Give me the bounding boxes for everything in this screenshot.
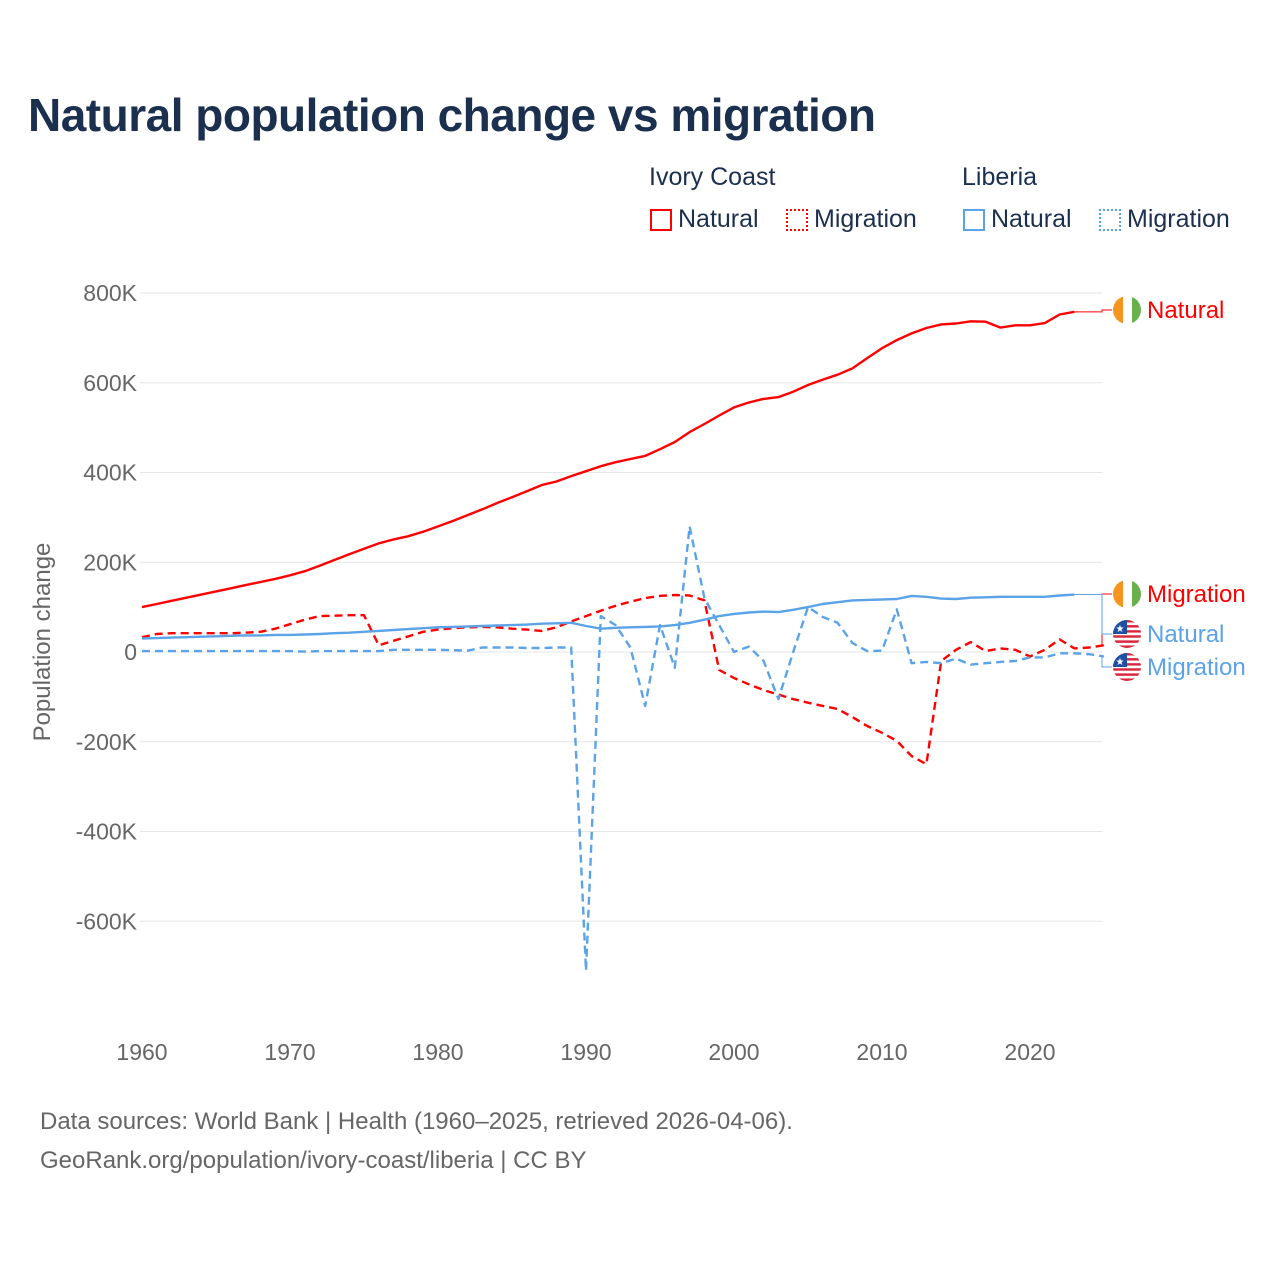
legend-group-ivory-coast: Ivory Coast (649, 163, 776, 191)
legend-label: Migration (1127, 205, 1230, 233)
x-tick-label: 2020 (1004, 1039, 1055, 1065)
legend-ivory-coast-migration[interactable]: Migration (786, 205, 917, 234)
source-note: Data sources: World Bank | Health (1960–… (40, 1108, 793, 1135)
y-tick-label: 200K (83, 549, 137, 575)
x-tick-label: 1970 (264, 1039, 315, 1065)
legend-label: Natural (678, 205, 759, 233)
dotted-line-swatch-icon (786, 208, 808, 231)
label-connector (1074, 594, 1112, 635)
label-connector (1101, 593, 1112, 646)
y-axis-label: Population change (29, 543, 56, 742)
label-connector (1101, 655, 1112, 668)
legend-label: Natural (991, 205, 1072, 233)
solid-line-swatch-icon (650, 208, 672, 231)
chart-title: Natural population change vs migration (28, 89, 876, 141)
series-line-liberia-natural[interactable] (141, 593, 1075, 640)
y-tick-label: -400K (76, 819, 138, 845)
end-label: Migration (1147, 581, 1246, 608)
legend-ivory-coast-natural[interactable]: Natural (650, 205, 759, 234)
svg-text:★: ★ (1116, 657, 1125, 668)
y-tick-label: 800K (83, 280, 137, 306)
y-tick-label: 0 (124, 639, 137, 665)
x-tick-label: 1990 (560, 1039, 611, 1065)
x-tick-label: 2010 (856, 1039, 907, 1065)
y-tick-label: -200K (76, 729, 138, 755)
legend-liberia-natural[interactable]: Natural (963, 205, 1072, 234)
y-tick-label: 400K (83, 460, 137, 486)
end-label: Natural (1147, 297, 1224, 324)
series-line-ivory-coast-migration[interactable] (141, 593, 1105, 766)
liberia-flag-icon: ★ (1113, 653, 1141, 681)
label-connector (1074, 309, 1112, 313)
svg-text:★: ★ (1116, 624, 1125, 635)
source-url[interactable]: GeoRank.org/population/ivory-coast/liber… (40, 1147, 587, 1174)
x-tick-label: 1980 (412, 1039, 463, 1065)
y-tick-label: -600K (76, 908, 138, 934)
end-label: Natural (1147, 621, 1224, 648)
legend-liberia-migration[interactable]: Migration (1099, 205, 1230, 234)
y-tick-label: 600K (83, 370, 137, 396)
solid-line-swatch-icon (963, 208, 985, 231)
ivory-coast-flag-icon (1113, 580, 1141, 608)
x-tick-label: 2000 (708, 1039, 759, 1065)
legend-label: Migration (814, 205, 917, 233)
ivory-coast-flag-icon (1113, 296, 1141, 324)
x-tick-label: 1960 (116, 1039, 167, 1065)
series-line-ivory-coast-natural[interactable] (141, 310, 1075, 609)
liberia-flag-icon: ★ (1113, 620, 1141, 648)
series-line-liberia-migration[interactable] (142, 525, 1105, 972)
legend-group-liberia: Liberia (962, 163, 1038, 191)
dotted-line-swatch-icon (1099, 208, 1121, 231)
end-label: Migration (1147, 654, 1246, 681)
